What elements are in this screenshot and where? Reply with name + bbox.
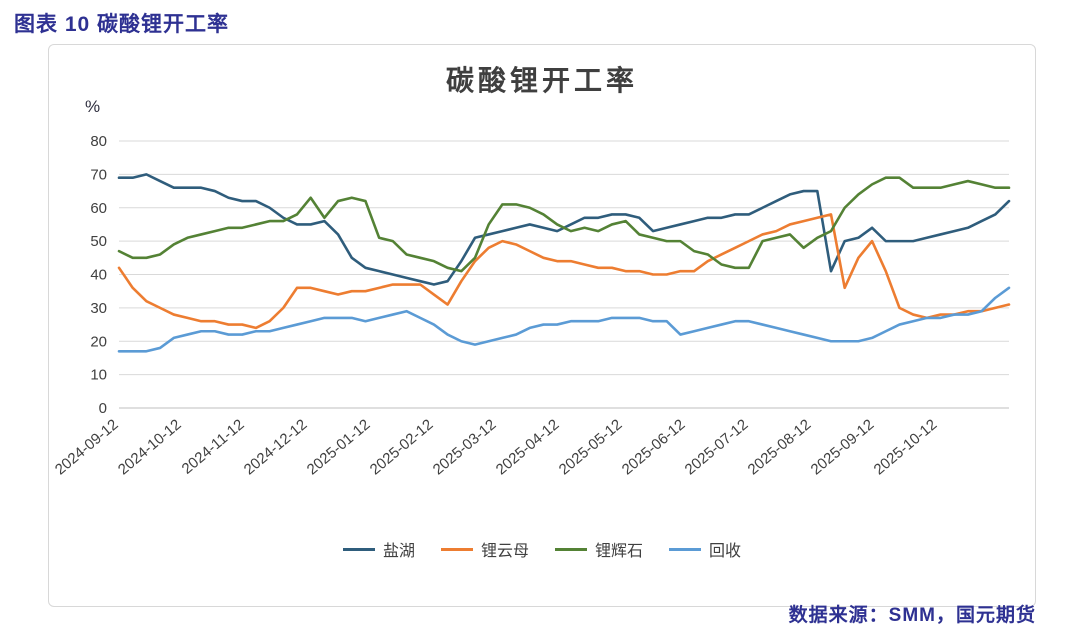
chart-title: 碳酸锂开工率 (445, 66, 638, 97)
x-tick-label: 2025-06-12 (619, 416, 689, 478)
legend-label: 回收 (709, 543, 742, 560)
series-line-回收 (117, 286, 1011, 353)
x-tick-label: 2025-02-12 (367, 416, 437, 478)
y-tick-label: 0 (99, 400, 107, 417)
x-tick-label: 2024-11-12 (179, 416, 248, 478)
legend-label: 盐湖 (382, 543, 415, 560)
legend-item: 锂辉石 (555, 537, 643, 561)
y-tick-label: 10 (90, 367, 107, 384)
chart-svg: 010203040506070802024-09-122024-10-12202… (52, 133, 1011, 478)
x-tick-label: 2025-07-12 (682, 416, 752, 478)
x-tick-label: 2025-04-12 (493, 416, 563, 478)
legend-label: 锂云母 (480, 543, 529, 560)
y-tick-label: 70 (90, 166, 107, 183)
series-line-盐湖 (117, 173, 1011, 286)
chart-card: 碳酸锂开工率 % 0 10 20 30 40 50 60 70 80 2024-09-12 2024… (48, 44, 1036, 607)
series-line-锂云母 (117, 213, 1011, 330)
legend-swatch (440, 547, 473, 551)
legend: 盐湖 锂云母 锂辉石 回收 (49, 537, 1035, 561)
y-tick-label: 50 (90, 233, 107, 250)
legend-swatch (342, 547, 375, 551)
y-tick-label: 80 (90, 133, 107, 150)
report-title: 图表 10 碳酸锂开工率 (14, 13, 230, 36)
legend-label: 锂辉石 (595, 543, 644, 560)
x-tick-label: 2025-05-12 (556, 416, 626, 478)
legend-item: 回收 (669, 537, 741, 561)
legend-swatch (669, 547, 702, 551)
x-tick-label: 2025-10-12 (871, 416, 941, 478)
x-tick-label: 2025-08-12 (745, 416, 815, 478)
legend-item: 盐湖 (342, 537, 415, 561)
x-tick-label: 2024-09-12 (52, 416, 122, 478)
y-tick-label: 30 (90, 300, 107, 317)
data-source: 数据来源：SMM，国元期货 (788, 605, 1036, 626)
x-tick-label: 2025-01-12 (304, 416, 374, 478)
x-tick-label: 2024-12-12 (241, 416, 311, 478)
legend-item: 锂云母 (440, 537, 529, 561)
series-line-锂辉石 (117, 176, 1011, 273)
y-tick-label: 20 (90, 333, 107, 350)
y-tick-label: 60 (90, 200, 107, 217)
x-tick-label: 2025-03-12 (430, 416, 500, 478)
y-tick-label: 40 (90, 267, 107, 284)
x-tick-label: 2024-10-12 (115, 416, 185, 478)
x-tick-label: 2025-09-12 (808, 416, 878, 478)
legend-swatch (555, 547, 587, 551)
y-axis-unit-label: % (85, 97, 101, 116)
